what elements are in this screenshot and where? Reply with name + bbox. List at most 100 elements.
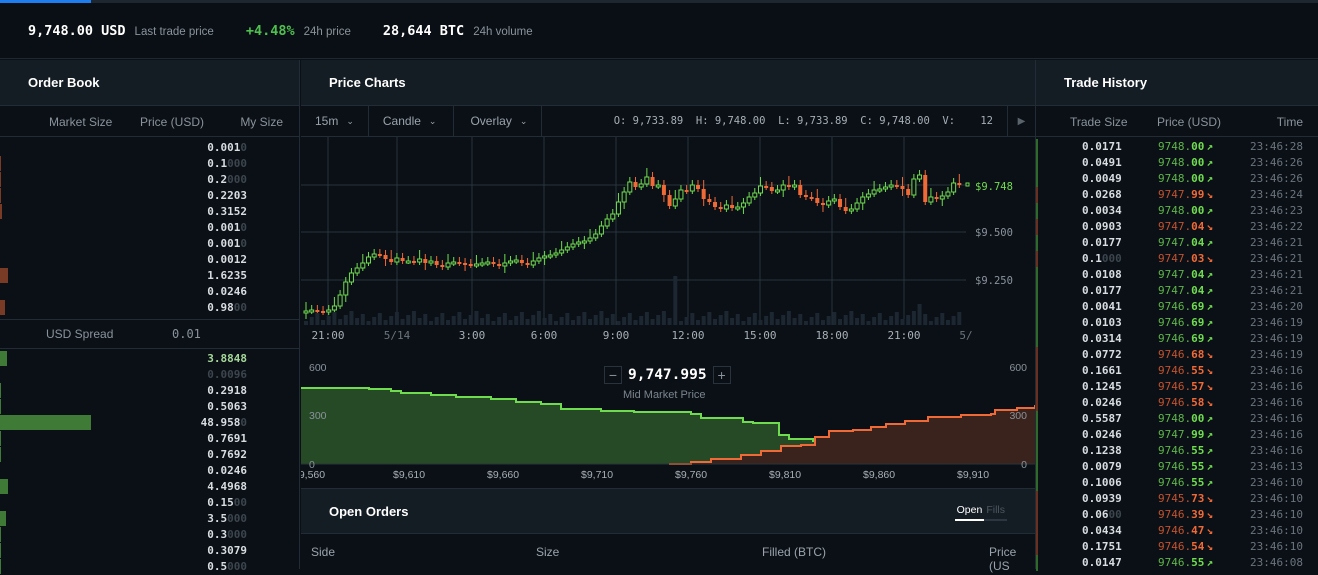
arrow-up-right-icon: ↗ bbox=[1206, 316, 1213, 329]
svg-text:5/: 5/ bbox=[959, 329, 972, 342]
direction-edge bbox=[1036, 299, 1038, 315]
order-size: 0.0010 bbox=[207, 221, 247, 234]
last-trade-price-label: Last trade price bbox=[134, 25, 214, 38]
overlay-dropdown[interactable]: Overlay ⌄ bbox=[454, 106, 543, 136]
order-book-row[interactable]: 0.0010 bbox=[0, 220, 299, 236]
trade-size: 0.0268 bbox=[1082, 188, 1122, 201]
order-book-row[interactable]: 0.9800 bbox=[0, 300, 299, 316]
arrow-up-right-icon: ↗ bbox=[1206, 332, 1213, 345]
order-book-row[interactable]: 3.8848 bbox=[0, 351, 299, 367]
trade-price: 9746.69 ↗ bbox=[1158, 300, 1213, 313]
interval-value: 15m bbox=[315, 114, 339, 128]
24h-price-change-label: 24h price bbox=[303, 25, 351, 38]
trade-row: 0.0108 9747.04 ↗ 23:46:21 bbox=[1036, 267, 1318, 283]
order-book-row[interactable]: 0.1000 bbox=[0, 156, 299, 172]
trade-size: 0.0177 bbox=[1082, 284, 1122, 297]
trade-time: 23:46:08 bbox=[1250, 556, 1303, 569]
arrow-down-right-icon: ↘ bbox=[1206, 492, 1213, 505]
order-book-row[interactable]: 0.0010 bbox=[0, 236, 299, 252]
order-book-row[interactable]: 3.5000 bbox=[0, 511, 299, 527]
order-size: 3.5000 bbox=[207, 512, 247, 525]
svg-text:300: 300 bbox=[309, 410, 327, 422]
trade-size: 0.0177 bbox=[1082, 236, 1122, 249]
order-book-row[interactable]: 48.9580 bbox=[0, 415, 299, 431]
svg-text:6:00: 6:00 bbox=[531, 329, 558, 342]
order-book-row[interactable]: 0.5063 bbox=[0, 399, 299, 415]
depth-chart[interactable]: 60060030030000$9,560$9,610$9,660$9,710$9… bbox=[293, 357, 1036, 488]
order-size: 1.6235 bbox=[207, 269, 247, 282]
order-book-row[interactable]: 1.6235 bbox=[0, 268, 299, 284]
candlestick-chart[interactable]: $9.500 $9.250 $9.748 21:00 5/14 3:00 6:00 9:00 1… bbox=[301, 137, 1035, 357]
order-book-row[interactable]: 0.5000 bbox=[0, 559, 299, 575]
trade-row: 0.0034 9748.00 ↗ 23:46:23 bbox=[1036, 203, 1318, 219]
svg-text:$9,810: $9,810 bbox=[769, 469, 801, 481]
svg-text:15:00: 15:00 bbox=[743, 329, 776, 342]
order-book-row[interactable]: 0.0096 bbox=[0, 367, 299, 383]
order-book-row[interactable]: 0.3079 bbox=[0, 543, 299, 559]
arrow-up-right-icon: ↗ bbox=[1206, 140, 1213, 153]
trade-time: 23:46:19 bbox=[1250, 332, 1303, 345]
order-book-row[interactable]: 0.0010 bbox=[0, 140, 299, 156]
trade-price: 9747.03 ↘ bbox=[1158, 252, 1213, 265]
svg-text:21:00: 21:00 bbox=[887, 329, 920, 342]
tab-open[interactable]: Open bbox=[954, 504, 985, 521]
svg-text:21:00: 21:00 bbox=[311, 329, 344, 342]
direction-edge bbox=[1036, 203, 1038, 219]
order-book-row[interactable]: 0.7692 bbox=[0, 447, 299, 463]
order-book-row[interactable]: 0.7691 bbox=[0, 431, 299, 447]
trade-time: 23:46:10 bbox=[1250, 476, 1303, 489]
order-size: 4.4968 bbox=[207, 480, 247, 493]
trade-row: 0.0177 9747.04 ↗ 23:46:21 bbox=[1036, 283, 1318, 299]
svg-text:$9,910: $9,910 bbox=[957, 469, 989, 481]
svg-text:$9,760: $9,760 bbox=[675, 469, 707, 481]
usd-spread-value: 0.01 bbox=[172, 327, 201, 341]
arrow-up-right-icon: ↗ bbox=[1206, 412, 1213, 425]
order-book-row[interactable]: 0.0246 bbox=[0, 463, 299, 479]
direction-edge bbox=[1036, 139, 1038, 155]
order-book-column-headers: Market Size Price (USD) My Size bbox=[0, 106, 299, 137]
direction-edge bbox=[1036, 523, 1038, 539]
trade-time: 23:46:19 bbox=[1250, 316, 1303, 329]
order-book-row[interactable]: 0.3000 bbox=[0, 527, 299, 543]
tab-fills[interactable]: Fills bbox=[984, 504, 1007, 521]
ohlc-readout: O: 9,733.89 H: 9,748.00 L: 9,733.89 C: 9… bbox=[613, 115, 993, 127]
increase-precision-button[interactable]: + bbox=[712, 366, 731, 384]
overlay-value: Overlay bbox=[470, 114, 512, 128]
order-book-row[interactable]: 0.2000 bbox=[0, 172, 299, 188]
order-book-row[interactable]: 0.0012 bbox=[0, 252, 299, 268]
play-arrow-icon[interactable]: ▶ bbox=[1007, 106, 1035, 136]
trade-size: 0.0108 bbox=[1082, 268, 1122, 281]
order-book-row[interactable]: 0.3152 bbox=[0, 204, 299, 220]
decrease-precision-button[interactable]: − bbox=[604, 366, 622, 384]
trade-time: 23:46:26 bbox=[1250, 156, 1303, 169]
svg-text:$9.500: $9.500 bbox=[975, 227, 1013, 239]
trade-time: 23:46:28 bbox=[1250, 140, 1303, 153]
trade-row: 0.0246 9747.99 ↗ 23:46:16 bbox=[1036, 427, 1318, 443]
order-book-row[interactable]: 0.2203 bbox=[0, 188, 299, 204]
order-size: 0.7692 bbox=[207, 448, 247, 461]
usd-spread-row: USD Spread 0.01 bbox=[0, 319, 299, 349]
price-charts-panel: Price Charts 15m ⌄ Candle ⌄ Overlay ⌄ O: 9,… bbox=[293, 60, 1036, 573]
order-book-row[interactable]: 0.0246 bbox=[0, 284, 299, 300]
trade-size: 0.1238 bbox=[1082, 444, 1122, 457]
trade-time: 23:46:21 bbox=[1250, 252, 1303, 265]
order-book-row[interactable]: 4.4968 bbox=[0, 479, 299, 495]
interval-dropdown[interactable]: 15m ⌄ bbox=[301, 106, 369, 136]
trade-row: 0.0600 9746.39 ↘ 23:46:10 bbox=[1036, 507, 1318, 523]
order-size: 0.5000 bbox=[207, 560, 247, 573]
mid-market-price-label: Mid Market Price bbox=[623, 389, 706, 401]
trade-time: 23:46:10 bbox=[1250, 524, 1303, 537]
trade-size: 0.0246 bbox=[1082, 428, 1122, 441]
chart-type-dropdown[interactable]: Candle ⌄ bbox=[369, 106, 455, 136]
order-book-row[interactable]: 0.2918 bbox=[0, 383, 299, 399]
arrow-down-right-icon: ↘ bbox=[1206, 188, 1213, 201]
direction-edge bbox=[1036, 219, 1038, 235]
order-size: 0.3152 bbox=[207, 205, 247, 218]
trade-row: 0.0246 9746.58 ↘ 23:46:16 bbox=[1036, 395, 1318, 411]
trade-row: 0.0939 9745.73 ↘ 23:46:10 bbox=[1036, 491, 1318, 507]
order-book-row[interactable]: 0.1500 bbox=[0, 495, 299, 511]
direction-edge bbox=[1036, 539, 1038, 555]
trade-row: 0.0177 9747.04 ↗ 23:46:21 bbox=[1036, 235, 1318, 251]
mid-market-price-value: 9,747.995 bbox=[628, 367, 707, 383]
depth-bar bbox=[0, 172, 1, 187]
